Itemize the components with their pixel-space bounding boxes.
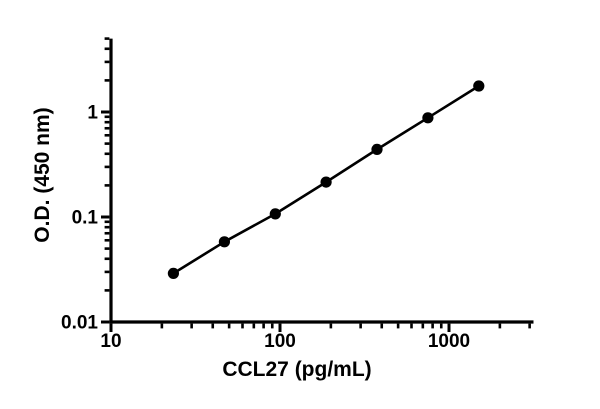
data-point bbox=[473, 80, 485, 92]
x-tick-label: 1000 bbox=[428, 331, 470, 352]
x-tick-label: 100 bbox=[264, 331, 296, 352]
y-axis-title: O.D. (450 nm) bbox=[31, 107, 54, 243]
data-point bbox=[218, 236, 230, 248]
data-point bbox=[269, 208, 281, 220]
data-point bbox=[422, 112, 434, 124]
y-tick-label: 0.1 bbox=[72, 208, 99, 229]
y-tick-label: 0.01 bbox=[61, 313, 98, 334]
data-point bbox=[320, 176, 332, 188]
x-tick-label: 10 bbox=[100, 331, 121, 352]
y-tick-label: 1 bbox=[87, 103, 98, 124]
x-axis-title: CCL27 (pg/mL) bbox=[222, 358, 372, 381]
data-point bbox=[371, 143, 383, 155]
data-point bbox=[167, 267, 179, 279]
